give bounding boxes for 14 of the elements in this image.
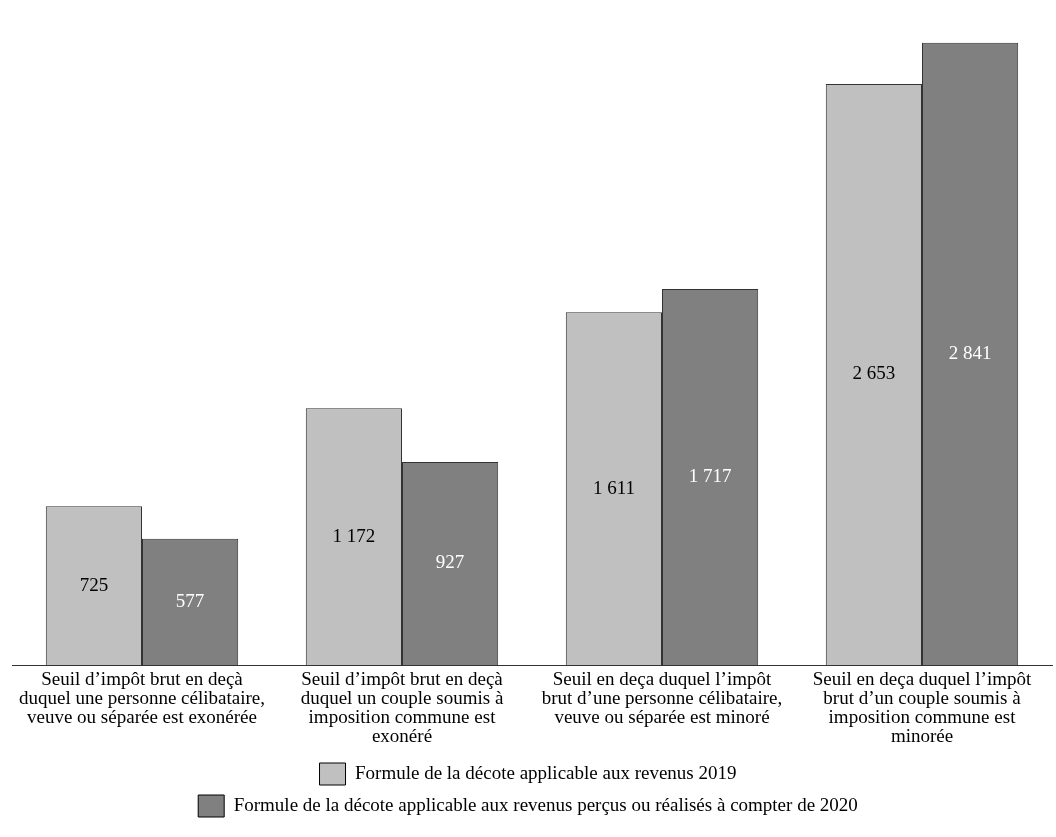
- data-label: 2 653: [852, 362, 896, 384]
- legend-label: Formule de la décote applicable aux revenus perçus ou réalisés à compter de 2020: [233, 793, 858, 815]
- x-tick-label: Seuil en deça duquel l’impôt brut d’une personne célibataire, veuve ou séparée est minoré: [541, 668, 783, 728]
- x-tick-label: Seuil d’impôt brut en deçà duquel une personne célibataire, veuve ou séparée est exonérée: [19, 668, 265, 728]
- data-label: 577: [175, 589, 205, 611]
- data-label: 2 841: [948, 341, 992, 363]
- data-label: 1 172: [332, 524, 376, 546]
- data-label: 1 717: [688, 464, 732, 486]
- data-label: 1 611: [592, 476, 635, 498]
- x-tick-label: Seuil en deça duquel l’impôt brut d’un couple soumis à imposition commune est minorée: [812, 668, 1032, 747]
- data-label: 927: [435, 551, 465, 573]
- legend-label: Formule de la décote applicable aux revenus 2019: [355, 761, 737, 783]
- x-tick-label: Seuil d’impôt brut en deçà duquel un couple soumis à imposition commune est exonéré: [300, 668, 504, 747]
- data-label: 725: [79, 573, 109, 595]
